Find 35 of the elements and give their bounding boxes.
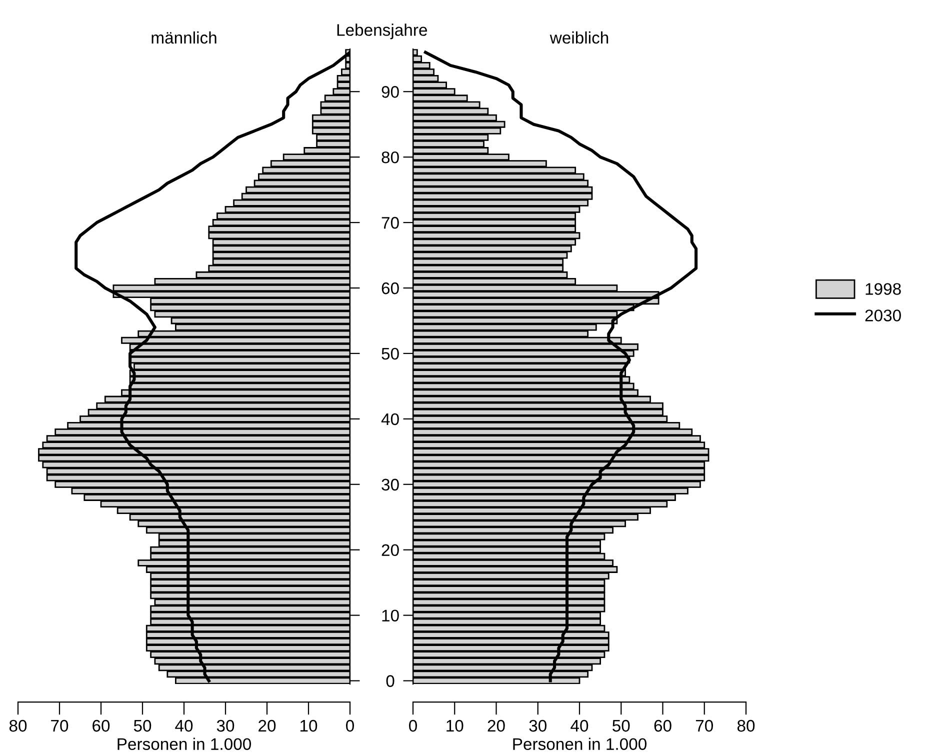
y-tick-label: 40 (381, 413, 399, 426)
y-tick-label: 50 (382, 348, 399, 360)
y-tick-label: 30 (382, 478, 399, 491)
x-tick-label: 80 (737, 720, 755, 732)
x-tick-label: 70 (51, 720, 68, 732)
legend-label: 2030 (865, 310, 901, 322)
x-tick-label: 60 (654, 720, 672, 732)
x-tick-label: 10 (446, 720, 464, 732)
y-axis-title: Lebensjahre (337, 24, 428, 40)
x-tick-label: 40 (570, 720, 588, 732)
x-axis-title: Personen in 1.000 (118, 738, 251, 750)
x-tick-label: 70 (696, 720, 713, 732)
chart-title: männlich (152, 31, 216, 44)
legend-label: 1998 (866, 283, 901, 295)
x-tick-label: 40 (175, 720, 193, 732)
y-tick-label: 80 (382, 151, 399, 164)
y-tick-label: 90 (382, 86, 399, 98)
x-tick-label: 30 (216, 720, 234, 732)
x-tick-label: 30 (529, 720, 546, 732)
x-tick-label: 80 (9, 720, 27, 732)
y-tick-label: 10 (382, 610, 399, 622)
y-tick-label: 70 (382, 216, 399, 229)
x-tick-label: 60 (92, 720, 110, 732)
x-tick-label: 10 (300, 720, 318, 732)
x-axis-title: Personen in 1.000 (513, 738, 646, 750)
x-tick-label: 0 (346, 720, 354, 732)
y-tick-label: 0 (386, 675, 394, 687)
x-tick-label: 20 (258, 720, 276, 732)
y-tick-label: 60 (382, 282, 399, 294)
x-tick-label: 50 (612, 720, 630, 732)
x-tick-label: 0 (409, 720, 417, 732)
x-tick-label: 50 (134, 720, 152, 732)
y-tick-label: 20 (382, 544, 399, 556)
x-tick-label: 20 (488, 720, 505, 732)
chart-title: weiblich (550, 31, 608, 44)
